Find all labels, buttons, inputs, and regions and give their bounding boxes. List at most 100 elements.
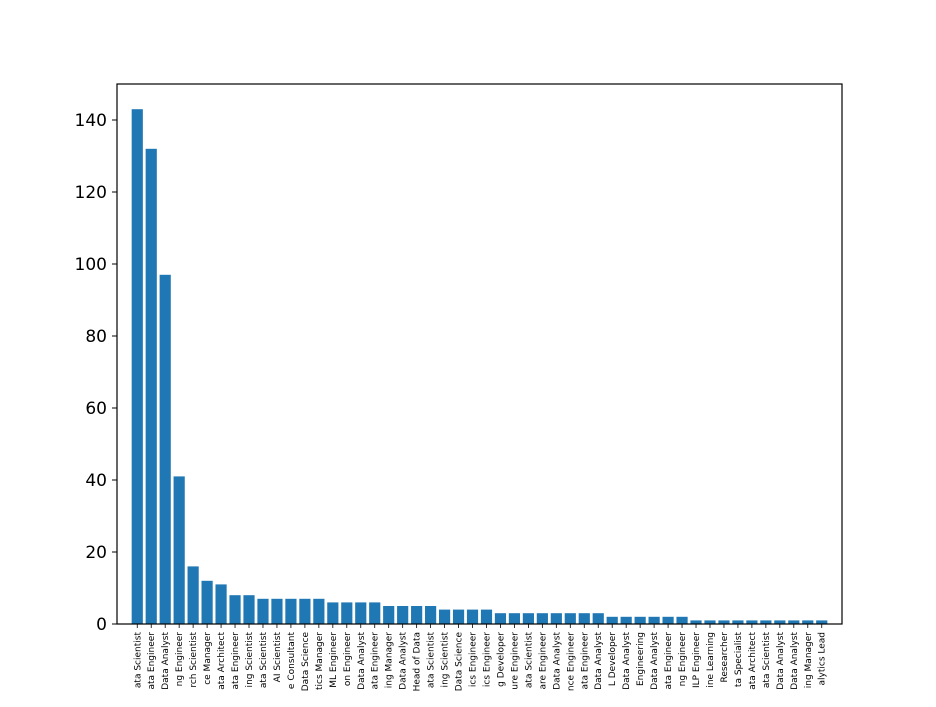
y-tick-label: 80 (85, 327, 107, 347)
bar (285, 598, 297, 624)
x-tick-label: ing Scientist (441, 632, 451, 688)
x-tick-label: ata Engineer (580, 632, 590, 690)
y-tick-label: 0 (96, 615, 107, 635)
bar (648, 616, 660, 624)
bar (229, 595, 241, 624)
bar (606, 616, 618, 624)
bar (271, 598, 283, 624)
x-tick-label: ata Scientist (524, 632, 534, 689)
bar (452, 609, 465, 624)
x-tick-label: Data Analyst (357, 632, 367, 690)
bar (327, 602, 339, 624)
x-tick-label: alytics Lead (818, 632, 828, 686)
bar (383, 606, 395, 624)
bar (257, 598, 269, 624)
bar (369, 602, 381, 624)
x-tick-label: Data Analyst (776, 632, 786, 690)
bar (536, 613, 548, 624)
bar (718, 620, 730, 624)
bar (774, 620, 786, 624)
bar (466, 609, 479, 624)
bar (620, 616, 632, 624)
bar (522, 613, 534, 624)
x-tick-label: nce Engineer (566, 632, 576, 691)
x-tick-label: g Developer (496, 632, 506, 687)
x-tick-label: Data Analyst (552, 632, 562, 690)
x-tick-label: ics Engineer (482, 632, 492, 687)
bar (732, 620, 744, 624)
bar (299, 598, 311, 624)
x-tick-label: ata Scientist (762, 632, 772, 689)
x-tick-label: AI Scientist (273, 632, 283, 683)
x-tick-label: ata Engineer (371, 632, 381, 690)
bar (676, 616, 688, 624)
bar (746, 620, 758, 624)
x-tick-label: Data Analyst (161, 632, 171, 690)
x-tick-label: ata Engineer (231, 632, 241, 690)
x-tick-label: ata Engineer (147, 632, 157, 690)
x-tick-label: ng Engineer (175, 632, 185, 687)
y-tick-label: 140 (75, 111, 107, 131)
x-tick-label: ce Manager (203, 632, 213, 685)
x-tick-label: ure Engineer (510, 632, 520, 690)
x-tick-label: ata Scientist (427, 632, 437, 689)
x-tick-label: ILP Engineer (692, 632, 702, 688)
bar (788, 620, 800, 624)
x-tick-label: ata Scientist (133, 632, 143, 689)
x-tick-label: Data Analyst (594, 632, 604, 690)
x-tick-label: Data Analyst (622, 632, 632, 690)
y-tick-label: 20 (85, 543, 107, 563)
bar (215, 584, 227, 624)
x-tick-label: L Developer (608, 632, 618, 686)
x-tick-label: Data Analyst (650, 632, 660, 690)
bar (704, 620, 716, 624)
bar (578, 613, 590, 624)
x-tick-label: ine Learning (706, 632, 716, 688)
bar (425, 606, 437, 624)
x-tick-label: ing Manager (385, 632, 395, 689)
bar (592, 613, 604, 624)
bars-group (131, 109, 828, 625)
x-tick-label: Data Analyst (399, 632, 409, 690)
x-tick-label: e Consultant (287, 632, 297, 690)
x-tick-label: ing Manager (804, 632, 814, 689)
bar (397, 606, 409, 624)
x-tick-label: rch Scientist (189, 632, 199, 688)
bar (494, 613, 507, 624)
x-tick-label: Data Analyst (790, 632, 800, 690)
y-tick-label: 120 (75, 183, 107, 203)
x-tick-label: ata Architect (217, 632, 227, 690)
bar (187, 566, 199, 624)
bar (662, 616, 674, 624)
x-tick-label: Data Science (455, 632, 465, 692)
bar (159, 274, 171, 624)
y-axis: 0 20 40 60 80 100 120 140 (75, 111, 117, 635)
bar (690, 620, 702, 624)
bar (802, 620, 814, 624)
y-tick-label: 100 (75, 255, 107, 275)
x-tick-label: Data Science (301, 632, 311, 692)
bar (480, 609, 493, 624)
x-tick-label: ata Architect (748, 632, 758, 690)
bar (760, 620, 772, 624)
bar (243, 595, 255, 624)
bar (173, 476, 185, 624)
bar (411, 606, 423, 624)
x-tick-label: ML Engineer (329, 632, 339, 688)
x-tick-label: ng Engineer (678, 632, 688, 687)
x-tick-label: ics Engineer (469, 632, 479, 687)
x-tick-label: Engineering (636, 632, 646, 686)
x-tick-label: ata Engineer (664, 632, 674, 690)
bar (201, 580, 213, 624)
x-tick-label: are Engineer (538, 632, 548, 690)
x-tick-label: Researcher (720, 632, 730, 683)
y-tick-label: 60 (85, 399, 107, 419)
bar (313, 598, 325, 624)
x-axis: ata Scientist ata Engineer Data Analyst ng … (133, 624, 828, 692)
x-tick-label: Head of Data (413, 632, 423, 691)
bar (131, 109, 143, 624)
x-tick-label: on Engineer (343, 632, 353, 686)
bar (508, 613, 521, 624)
x-tick-label: ing Scientist (245, 632, 255, 688)
